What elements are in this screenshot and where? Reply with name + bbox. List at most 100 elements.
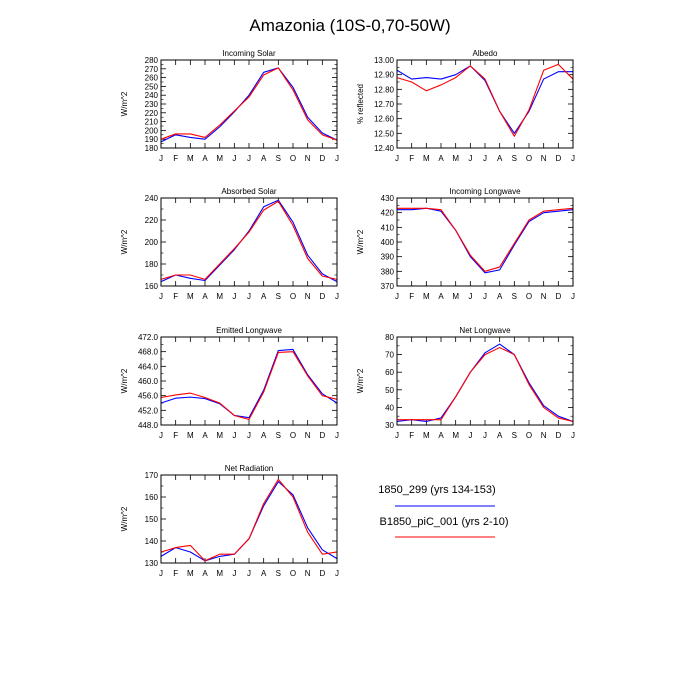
panel-incoming-solar-frame xyxy=(160,59,338,149)
panel-albedo-xtick-label: N xyxy=(541,154,547,163)
panel-absorbed-solar-xtick-label: M xyxy=(216,292,223,301)
panel-incoming-solar-xtick-label: F xyxy=(173,154,178,163)
legend-label-1850-299: 1850_299 (yrs 134-153) xyxy=(378,484,495,496)
panel-net-longwave-ytick-label: 50 xyxy=(385,386,394,395)
panel-net-longwave-xtick-label: A xyxy=(497,431,503,440)
panel-emitted-longwave-ytick-label: 468.0 xyxy=(138,348,159,357)
panel-emitted-longwave-xtick-label: J xyxy=(335,431,339,440)
panel-net-radiation-ytick-label: 130 xyxy=(145,559,159,568)
panel-absorbed-solar-series-1850-299-yrs-134-153 xyxy=(160,199,338,283)
panel-albedo-xtick-label: S xyxy=(512,154,517,163)
panel-incoming-solar-ytick-label: 200 xyxy=(145,126,159,135)
panel-incoming-solar-xtick-label: N xyxy=(305,154,311,163)
panel-incoming-longwave-ytick-label: 370 xyxy=(381,282,395,291)
panel-net-radiation-ytick-label: 160 xyxy=(145,493,159,502)
panel-absorbed-solar-title: Absorbed Solar xyxy=(221,187,276,196)
panel-net-radiation-xtick-label: M xyxy=(187,569,194,578)
panel-albedo-xtick-label: A xyxy=(497,154,503,163)
panel-albedo-title: Albedo xyxy=(473,49,498,58)
panel-net-radiation-xtick-label: M xyxy=(216,569,223,578)
panel-net-radiation-xtick-label: S xyxy=(276,569,281,578)
panel-incoming-solar-ytick-label: 230 xyxy=(145,100,159,109)
panel-net-longwave-xtick-label: F xyxy=(409,431,414,440)
panel-incoming-solar-ylabel: W/m^2 xyxy=(120,91,129,116)
panel-incoming-longwave-ytick-label: 400 xyxy=(381,238,395,247)
panel-emitted-longwave-xtick-label: J xyxy=(159,431,163,440)
panel-absorbed-solar-frame xyxy=(160,197,338,287)
panel-emitted-longwave-xtick-label: N xyxy=(305,431,311,440)
panel-net-longwave-series-1850-299-yrs-134-153 xyxy=(396,343,574,423)
panel-incoming-longwave: Incoming Longwave W/m^2 370 380 390 400 410 420… xyxy=(356,187,575,301)
panel-net-longwave-xtick-label: N xyxy=(541,431,547,440)
panel-net-radiation-xtick-label: A xyxy=(202,569,208,578)
panel-grid: Incoming SolarW/m^2180190200210220230240… xyxy=(120,49,575,578)
panel-net-radiation-ylabel: W/m^2 xyxy=(120,506,129,531)
panel-incoming-solar-ytick-label: 250 xyxy=(145,82,159,91)
panel-incoming-solar-xtick-label: M xyxy=(187,154,194,163)
panel-net-longwave-xtick-label: J xyxy=(571,431,575,440)
panel-absorbed-solar-series-b1850-pic-001-yrs-2-10 xyxy=(160,200,338,280)
panel-absorbed-solar-xtick-label: J xyxy=(232,292,236,301)
panel-incoming-longwave-series-b1850-pic-001-yrs-2-10 xyxy=(397,207,574,272)
panel-albedo-xtick-label: A xyxy=(438,154,444,163)
panel-net-radiation-frame xyxy=(160,474,338,564)
panel-emitted-longwave-frame xyxy=(160,336,338,426)
panel-emitted-longwave-xtick-label: A xyxy=(261,431,267,440)
panel-incoming-solar-xtick-label: A xyxy=(261,154,267,163)
panel-incoming-solar-xtick-label: D xyxy=(319,154,325,163)
panel-incoming-solar-ytick-label: 220 xyxy=(145,109,159,118)
panel-incoming-solar-xtick-label: S xyxy=(276,154,281,163)
panel-absorbed-solar-xtick-label: F xyxy=(173,292,178,301)
panel-incoming-longwave-xtick-label: J xyxy=(483,292,487,301)
panel-absorbed-solar-ytick-label: 200 xyxy=(145,238,159,247)
panel-net-radiation-ytick-label: 140 xyxy=(145,537,159,546)
panel-albedo-xtick-label: O xyxy=(526,154,532,163)
panel-absorbed-solar-ytick-label: 220 xyxy=(145,216,159,225)
panel-incoming-longwave-xtick-label: M xyxy=(452,292,459,301)
panel-incoming-longwave-xtick-label: J xyxy=(395,292,399,301)
panel-albedo: Albedo % reflected 12.40 12.50 12.60 12.70 12.… xyxy=(356,49,575,163)
panel-incoming-solar-series-b1850-pic-001-yrs-2-10 xyxy=(160,67,338,141)
panel-albedo-xtick-label: F xyxy=(409,154,414,163)
panel-net-radiation-xtick-label: N xyxy=(305,569,311,578)
panel-incoming-solar-ytick-label: 280 xyxy=(145,56,159,65)
panel-incoming-solar-xtick-label: O xyxy=(290,154,296,163)
panel-incoming-solar-xtick-label: J xyxy=(335,154,339,163)
panel-net-longwave-ylabel: W/m^2 xyxy=(356,368,365,393)
panel-absorbed-solar-xtick-label: N xyxy=(305,292,311,301)
panel-net-longwave-xtick-label: M xyxy=(423,431,430,440)
panel-incoming-solar-series-1850-299-yrs-134-153 xyxy=(160,67,338,143)
panel-net-longwave-ytick-label: 60 xyxy=(385,368,394,377)
panel-incoming-solar-ytick-label: 180 xyxy=(145,144,159,153)
panel-albedo-ytick-label: 12.70 xyxy=(374,100,395,109)
panel-incoming-solar-ytick-label: 240 xyxy=(145,91,159,100)
panel-incoming-longwave-xtick-label: J xyxy=(571,292,575,301)
panel-net-radiation-ytick-label: 150 xyxy=(145,515,159,524)
panel-incoming-longwave-xtick-label: F xyxy=(409,292,414,301)
panel-emitted-longwave-xtick-label: O xyxy=(290,431,296,440)
panel-incoming-longwave-xtick-label: M xyxy=(423,292,430,301)
panel-albedo-series-1850-299-yrs-134-153 xyxy=(396,65,573,134)
panel-incoming-solar-ytick-label: 260 xyxy=(145,74,159,83)
panel-absorbed-solar-xtick-label: J xyxy=(247,292,251,301)
panel-net-radiation-series-b1850-pic-001-yrs-2-10 xyxy=(160,478,338,562)
panel-net-longwave-xtick-label: J xyxy=(468,431,472,440)
panel-net-radiation-xtick-label: J xyxy=(247,569,251,578)
panel-emitted-longwave-xtick-label: M xyxy=(216,431,223,440)
panel-albedo-xtick-label: M xyxy=(423,154,430,163)
panel-incoming-longwave-ytick-label: 390 xyxy=(381,253,395,262)
panel-incoming-solar-ytick-label: 190 xyxy=(145,135,159,144)
panel-net-longwave-xtick-label: S xyxy=(512,431,517,440)
panel-incoming-longwave-xtick-label: A xyxy=(497,292,503,301)
panel-emitted-longwave-series-b1850-pic-001-yrs-2-10 xyxy=(160,351,338,421)
panel-net-radiation-xtick-label: J xyxy=(335,569,339,578)
panel-emitted-longwave-xtick-label: D xyxy=(319,431,325,440)
panel-albedo-ytick-label: 12.60 xyxy=(374,115,395,124)
panel-net-longwave-ytick-label: 70 xyxy=(385,351,394,360)
panel-incoming-longwave-xtick-label: J xyxy=(468,292,472,301)
panel-emitted-longwave-ytick-label: 460.0 xyxy=(138,377,159,386)
panel-albedo-ytick-label: 12.80 xyxy=(374,85,395,94)
panel-absorbed-solar-xtick-label: S xyxy=(276,292,281,301)
